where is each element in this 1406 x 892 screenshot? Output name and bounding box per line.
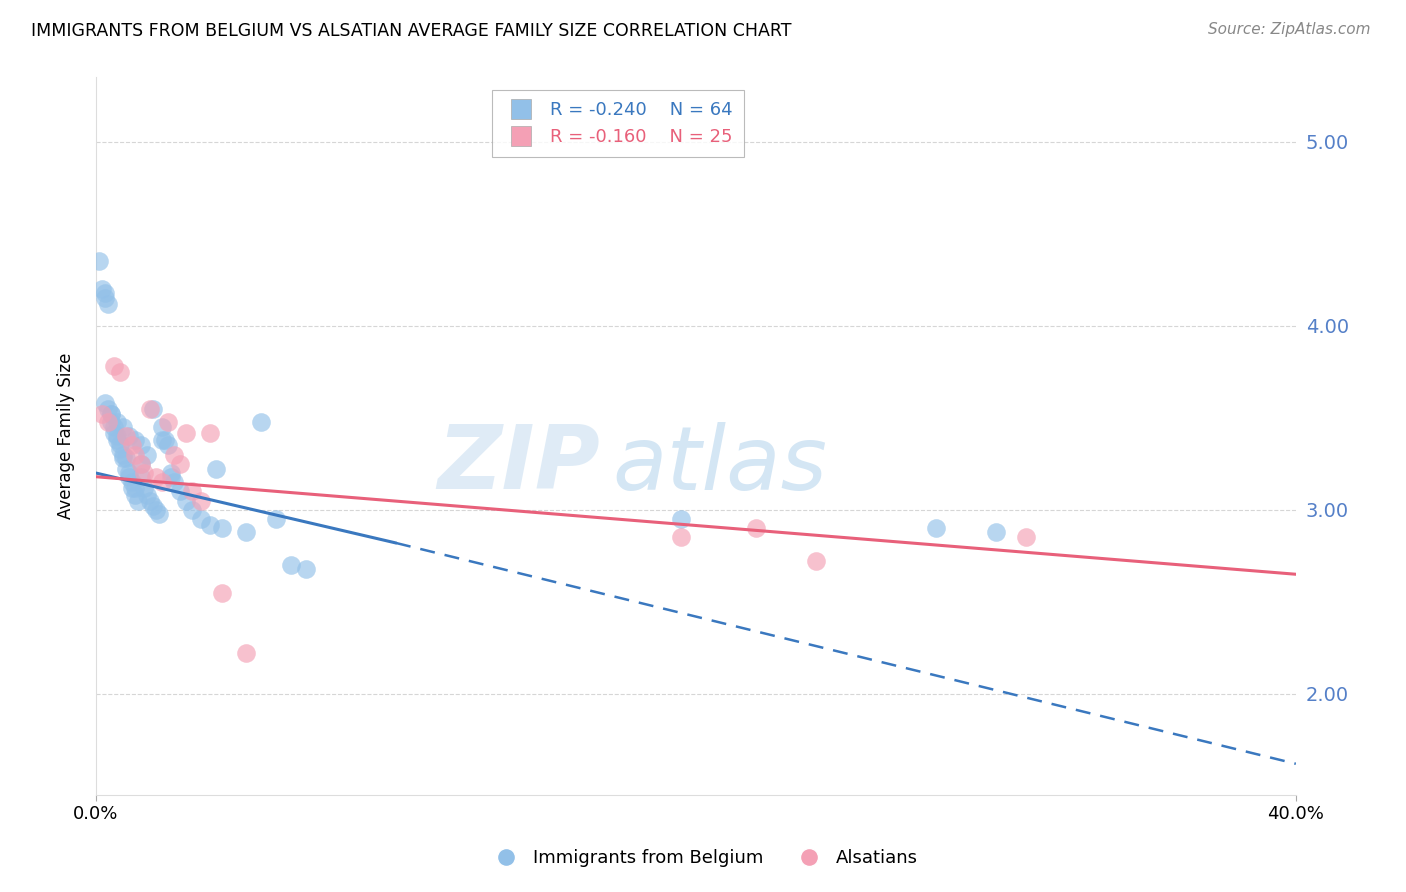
Point [91,282,114,296]
Point [145,503,167,517]
Point [105,433,128,447]
Point [295,562,318,576]
Point [108,365,131,379]
Point [129,457,152,471]
Point [235,524,257,539]
Point [87,254,110,268]
Point [163,448,186,462]
Text: Source: ZipAtlas.com: Source: ZipAtlas.com [1208,22,1371,37]
Point [100,415,122,429]
Point [97,297,120,311]
Point [111,451,134,466]
Point [156,438,179,452]
Point [111,448,134,462]
Point [142,499,165,513]
Y-axis label: Average Family Size: Average Family Size [58,353,75,519]
Point [150,433,173,447]
Point [190,512,212,526]
Point [153,433,176,447]
Point [115,429,138,443]
Point [804,554,827,568]
Point [124,433,146,447]
Point [163,475,186,490]
Point [124,488,146,502]
Point [198,517,221,532]
Point [190,493,212,508]
Point [103,420,125,434]
Point [142,401,165,416]
Point [105,429,128,443]
Point [174,493,197,508]
Point [205,462,228,476]
Point [121,481,143,495]
Point [132,481,155,495]
Point [97,415,120,429]
Point [127,493,149,508]
Point [1015,531,1038,545]
Point [118,429,141,443]
Text: atlas: atlas [612,422,827,508]
Point [121,475,143,490]
Point [160,466,183,480]
Point [108,442,131,457]
Point [156,415,179,429]
Point [160,469,183,483]
Point [198,425,221,440]
Point [136,448,159,462]
Point [129,457,152,471]
Point [669,531,692,545]
Point [91,407,114,421]
Point [169,484,191,499]
Point [94,396,117,410]
Point [174,425,197,440]
Point [136,488,159,502]
Point [181,503,204,517]
Point [94,291,117,305]
Point [124,448,146,462]
Point [103,359,125,374]
Point [150,475,173,490]
Point [115,462,138,476]
Point [150,420,173,434]
Text: ZIP: ZIP [437,421,600,508]
Point [100,407,122,421]
Point [108,436,131,450]
Point [181,484,204,499]
Point [211,521,233,535]
Legend: R = -0.240    N = 64, R = -0.160    N = 25: R = -0.240 N = 64, R = -0.160 N = 25 [492,90,744,157]
Point [118,466,141,480]
Point [669,512,692,526]
Point [132,466,155,480]
Point [124,481,146,495]
Point [139,401,162,416]
Point [103,425,125,440]
Point [139,493,162,508]
Point [250,415,273,429]
Point [129,469,152,483]
Point [97,401,120,416]
Point [118,469,141,483]
Point [235,646,257,660]
Point [148,507,170,521]
Point [100,407,122,421]
Point [745,521,768,535]
Point [115,451,138,466]
Point [111,420,134,434]
Point [264,512,287,526]
Point [169,457,191,471]
Point [129,438,152,452]
Text: IMMIGRANTS FROM BELGIUM VS ALSATIAN AVERAGE FAMILY SIZE CORRELATION CHART: IMMIGRANTS FROM BELGIUM VS ALSATIAN AVER… [31,22,792,40]
Point [105,415,128,429]
Point [925,521,948,535]
Point [94,285,117,300]
Point [280,558,302,572]
Point [984,524,1007,539]
Point [121,438,143,452]
Legend: Immigrants from Belgium, Alsatians: Immigrants from Belgium, Alsatians [481,842,925,874]
Point [211,585,233,599]
Point [145,469,167,483]
